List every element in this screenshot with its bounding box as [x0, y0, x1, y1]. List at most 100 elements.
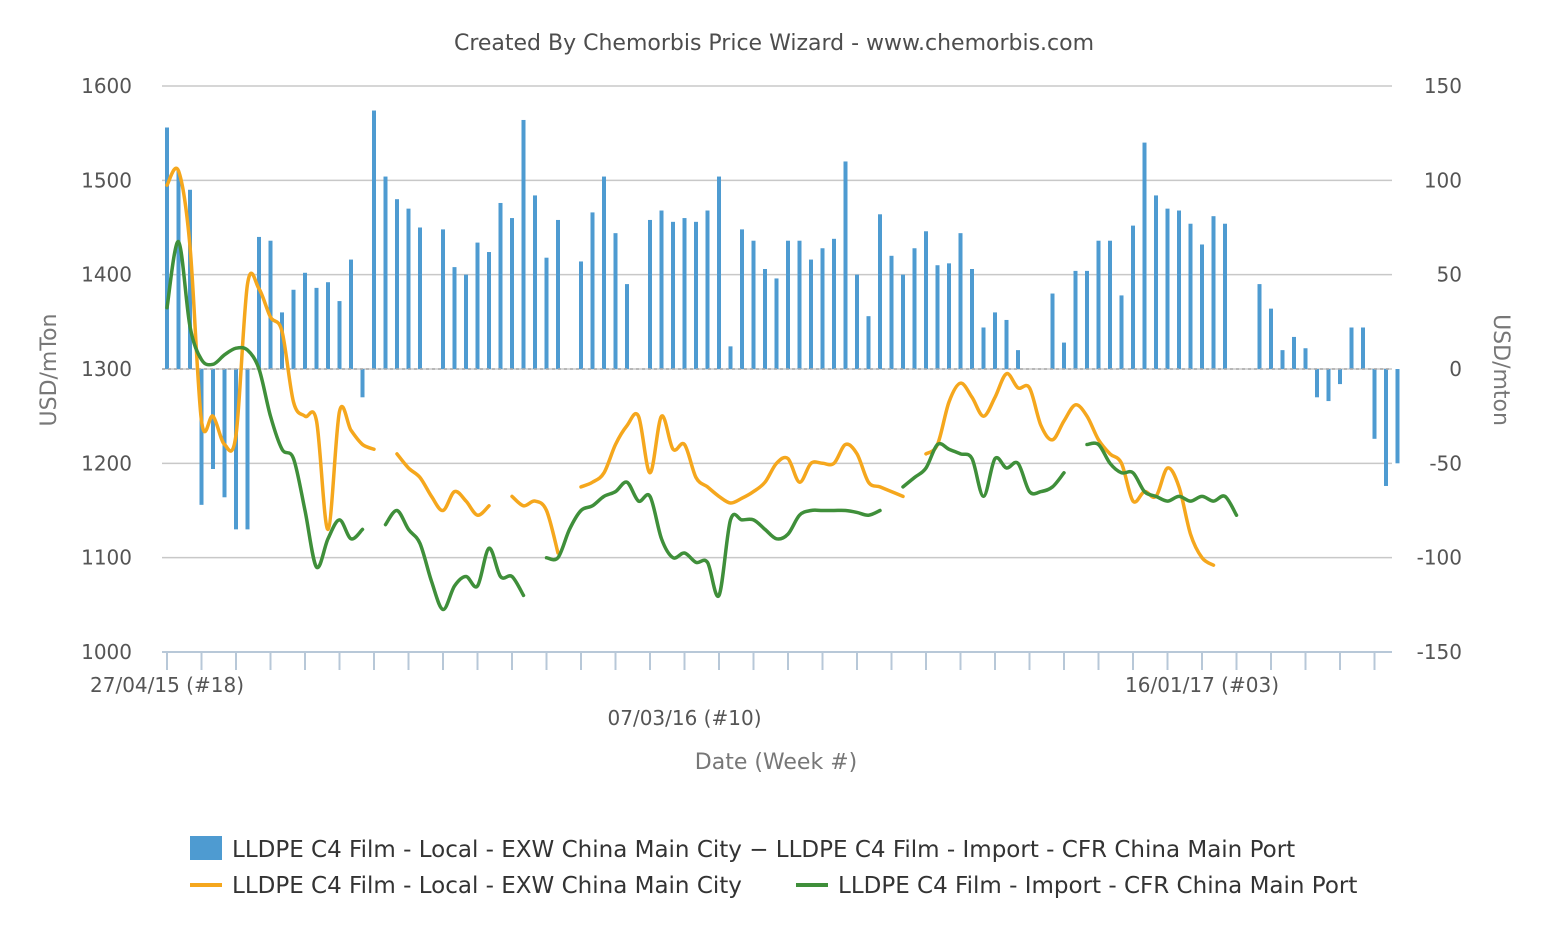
- legend-swatch-bar[interactable]: [190, 836, 222, 860]
- bar: [1372, 369, 1377, 439]
- bar: [395, 199, 399, 369]
- line-series: [165, 166, 1239, 612]
- bar: [337, 301, 342, 369]
- local-price-line-segment: [579, 411, 905, 505]
- bar: [832, 238, 836, 369]
- bar: [889, 255, 894, 369]
- bar: [797, 240, 802, 369]
- bar: [901, 274, 905, 369]
- bar: [199, 369, 204, 505]
- y-axis-left: 1000 1100 1200 1300 1400 1500 1600: [81, 74, 132, 664]
- bar: [464, 274, 468, 369]
- bar: [291, 289, 296, 369]
- bar: [751, 240, 756, 369]
- bar: [958, 233, 963, 369]
- bar: [1131, 225, 1135, 369]
- local-price-line-segment: [395, 452, 491, 517]
- x-tick-label: 07/03/16 (#10): [608, 706, 762, 730]
- bar: [406, 208, 411, 369]
- legend-label-local[interactable]: LLDPE C4 Film - Local - EXW China Main C…: [232, 873, 742, 899]
- bar: [1016, 350, 1020, 369]
- legend-label-import[interactable]: LLDPE C4 Film - Import - CFR China Main …: [838, 873, 1357, 899]
- bar: [383, 176, 388, 369]
- bar: [1384, 369, 1388, 486]
- bar: [786, 240, 790, 369]
- bar: [1096, 240, 1101, 369]
- bar: [1085, 270, 1089, 369]
- bar: [659, 210, 664, 369]
- bar: [648, 219, 652, 369]
- bar: [1292, 336, 1296, 369]
- bar: [1211, 216, 1216, 369]
- y-right-tick-label: 0: [1449, 357, 1462, 381]
- bar: [625, 284, 629, 369]
- bar: [740, 229, 744, 369]
- bar: [475, 242, 480, 369]
- bar: [326, 282, 330, 369]
- import-price-line-segment: [901, 441, 1066, 499]
- y-axis-right: -150 -100 -50 0 50 100 150: [1417, 74, 1462, 664]
- bar: [188, 189, 192, 369]
- bar: [1303, 348, 1308, 369]
- bar: [694, 221, 698, 369]
- bar: [1200, 244, 1204, 369]
- local-price-line-segment: [924, 371, 1216, 567]
- bar: [935, 265, 940, 369]
- bar: [418, 227, 422, 369]
- bar: [222, 369, 227, 498]
- bar: [1280, 350, 1285, 369]
- bar: [728, 346, 733, 369]
- bar: [682, 218, 687, 369]
- bar: [855, 274, 859, 369]
- bar: [165, 127, 169, 369]
- chart-title: Created By Chemorbis Price Wizard - www.…: [454, 31, 1094, 56]
- bar: [314, 287, 319, 369]
- bar: [912, 248, 917, 369]
- bar: [993, 312, 997, 369]
- bar: [774, 278, 779, 369]
- bar: [1361, 327, 1365, 369]
- y-left-tick-label: 1600: [81, 74, 132, 98]
- y-axis-right-title: USD/mton: [1488, 314, 1513, 426]
- bar: [1177, 210, 1181, 369]
- y-right-tick-label: -100: [1417, 546, 1462, 570]
- bar: [981, 327, 986, 369]
- bar: [1326, 369, 1331, 402]
- bar: [1073, 270, 1078, 369]
- bar: [843, 161, 848, 369]
- bar: [1315, 369, 1319, 398]
- bar: [521, 119, 526, 370]
- import-price-line-segment: [544, 480, 882, 598]
- bar: [809, 259, 813, 369]
- legend-label-bar[interactable]: LLDPE C4 Film - Local - EXW China Main C…: [232, 837, 1295, 863]
- y-right-tick-label: -50: [1429, 451, 1462, 475]
- bar: [349, 259, 353, 369]
- bar: [1223, 223, 1227, 369]
- bar: [245, 369, 250, 530]
- bar: [820, 248, 825, 369]
- bar: [176, 170, 181, 369]
- bar: [280, 312, 284, 369]
- bar: [257, 236, 261, 369]
- y-left-tick-label: 1200: [81, 451, 132, 475]
- bar: [1050, 293, 1055, 369]
- y-axis-left-title: USD/mTon: [37, 314, 62, 427]
- bar: [234, 369, 238, 530]
- y-right-tick-label: 150: [1424, 74, 1462, 98]
- bar: [372, 110, 376, 369]
- bar: [1188, 223, 1193, 369]
- bar: [1142, 142, 1147, 369]
- bar: [556, 219, 560, 369]
- y-left-tick-label: 1500: [81, 168, 132, 192]
- legend: LLDPE C4 Film - Local - EXW China Main C…: [190, 836, 1357, 899]
- bar: [510, 218, 514, 369]
- bar: [1395, 369, 1400, 464]
- bar: [1119, 295, 1124, 369]
- y-left-tick-label: 1100: [81, 546, 132, 570]
- bar: [1165, 208, 1170, 369]
- bar: [590, 212, 595, 369]
- bar: [579, 261, 583, 369]
- bar: [947, 263, 951, 369]
- bar: [544, 257, 549, 369]
